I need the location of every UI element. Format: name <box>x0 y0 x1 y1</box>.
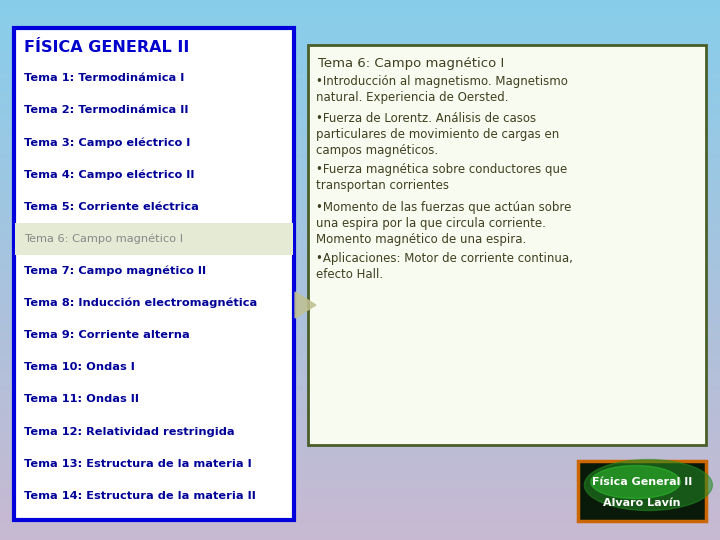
Text: FÍSICA GENERAL II: FÍSICA GENERAL II <box>24 40 189 55</box>
Bar <box>578 461 706 521</box>
Text: Tema 7: Campo magnético II: Tema 7: Campo magnético II <box>24 266 206 276</box>
Bar <box>14 28 294 520</box>
Bar <box>308 45 706 445</box>
Ellipse shape <box>585 460 712 510</box>
Text: Tema 3: Campo eléctrico I: Tema 3: Campo eléctrico I <box>24 137 190 147</box>
Text: Tema 11: Ondas II: Tema 11: Ondas II <box>24 395 139 404</box>
Text: •Fuerza magnética sobre conductores que
transportan corrientes: •Fuerza magnética sobre conductores que … <box>316 164 567 192</box>
Text: Tema 14: Estructura de la materia II: Tema 14: Estructura de la materia II <box>24 491 256 501</box>
Text: •Introducción al magnetismo. Magnetismo
natural. Experiencia de Oersted.: •Introducción al magnetismo. Magnetismo … <box>316 75 568 104</box>
Text: Tema 6: Campo magnético I: Tema 6: Campo magnético I <box>318 57 504 70</box>
Text: •Fuerza de Lorentz. Análisis de casos
particulares de movimiento de cargas en
ca: •Fuerza de Lorentz. Análisis de casos pa… <box>316 112 559 157</box>
Text: Tema 13: Estructura de la materia I: Tema 13: Estructura de la materia I <box>24 459 252 469</box>
Text: •Aplicaciones: Motor de corriente continua,
efecto Hall.: •Aplicaciones: Motor de corriente contin… <box>316 252 573 281</box>
Text: Tema 10: Ondas I: Tema 10: Ondas I <box>24 362 135 373</box>
Polygon shape <box>295 292 316 318</box>
Text: Tema 12: Relatividad restringida: Tema 12: Relatividad restringida <box>24 427 235 437</box>
Bar <box>15 222 293 255</box>
Text: Tema 2: Termodinámica II: Tema 2: Termodinámica II <box>24 105 189 115</box>
Text: Tema 9: Corriente alterna: Tema 9: Corriente alterna <box>24 330 190 340</box>
Text: Alvaro Lavín: Alvaro Lavín <box>603 498 680 508</box>
Text: Física General II: Física General II <box>592 477 692 487</box>
Ellipse shape <box>591 465 680 498</box>
Text: •Momento de las fuerzas que actúan sobre
una espira por la que circula corriente: •Momento de las fuerzas que actúan sobre… <box>316 200 572 246</box>
Text: Tema 4: Campo eléctrico II: Tema 4: Campo eléctrico II <box>24 169 194 180</box>
Text: Tema 1: Termodinámica I: Tema 1: Termodinámica I <box>24 73 184 83</box>
Text: Tema 5: Corriente eléctrica: Tema 5: Corriente eléctrica <box>24 201 199 212</box>
Text: Tema 6: Campo magnético I: Tema 6: Campo magnético I <box>24 233 183 244</box>
Text: Tema 8: Inducción electromagnética: Tema 8: Inducción electromagnética <box>24 298 257 308</box>
